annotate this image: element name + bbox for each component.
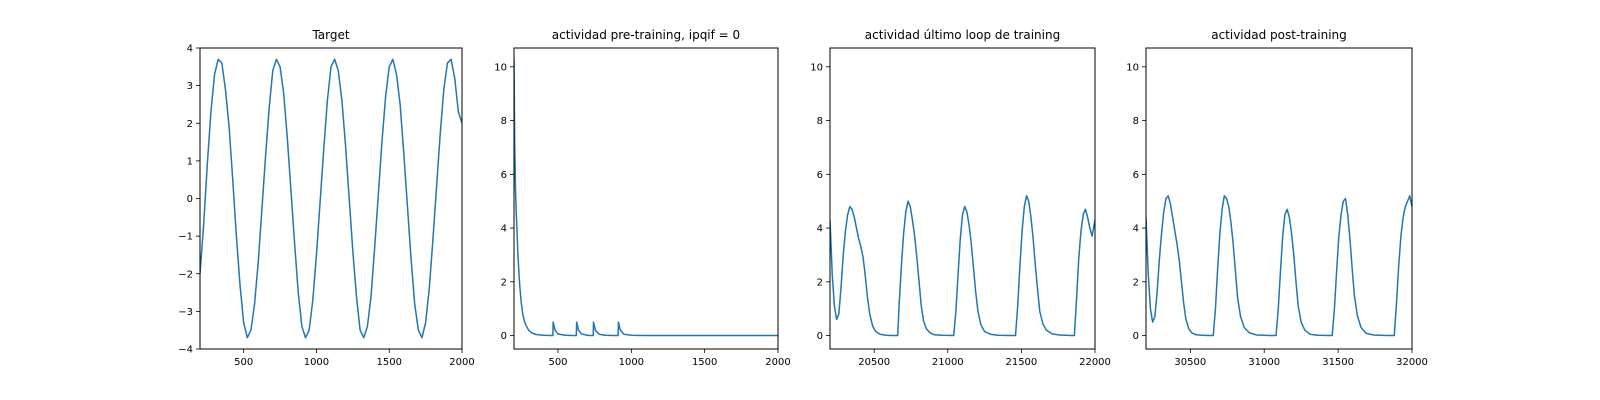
y-tick-label: 6 (817, 170, 823, 181)
x-tick-label: 31500 (1322, 357, 1354, 368)
y-tick-label: 0 (1133, 331, 1139, 342)
y-tick-label: 0 (187, 194, 193, 205)
axes-frame (199, 47, 463, 350)
y-tick-label: 2 (187, 119, 193, 130)
y-tick-label: −4 (178, 345, 193, 356)
y-tick-label: 10 (1126, 62, 1139, 73)
x-tick-label: 2000 (765, 357, 790, 368)
y-tick-label: 6 (1133, 170, 1139, 181)
y-tick-label: 2 (1133, 277, 1139, 288)
y-tick-label: 0 (501, 331, 507, 342)
series-line-1 (200, 58, 462, 339)
y-tick-label: 8 (501, 116, 507, 127)
series-line-1 (830, 195, 1095, 337)
chart-title: Target (311, 28, 349, 42)
subplot-3: 20500 21000 21500 22000 0 2 4 6 8 10 actividad últ… (810, 28, 1111, 368)
y-tick-label: 8 (1133, 116, 1139, 127)
chart-title: actividad post-training (1211, 28, 1347, 42)
y-tick-label: 1 (187, 156, 193, 167)
x-tick-label: 22000 (1079, 357, 1111, 368)
y-tick-label: 6 (501, 170, 507, 181)
x-tick-label: 21000 (932, 357, 964, 368)
y-tick-label: 4 (1133, 224, 1139, 235)
y-tick-label: 10 (494, 62, 507, 73)
axes-frame (513, 47, 779, 350)
y-tick-label: 0 (817, 331, 823, 342)
x-tick-label: 1500 (692, 357, 717, 368)
x-tick-label: 500 (234, 357, 253, 368)
series-line-1 (514, 58, 778, 337)
y-tick-label: 8 (817, 116, 823, 127)
y-tick-label: 10 (810, 62, 823, 73)
x-tick-label: 500 (548, 357, 567, 368)
y-tick-label: −3 (178, 307, 193, 318)
chart-title: actividad último loop de training (865, 28, 1060, 42)
x-tick-label: 1500 (376, 357, 401, 368)
chart-title: actividad pre-training, ipqif = 0 (552, 28, 740, 42)
subplot-2: 500 1000 1500 2000 0 2 4 6 8 10 actividad pre-trai… (494, 28, 790, 368)
y-tick-label: 4 (187, 44, 193, 55)
y-tick-label: 2 (501, 277, 507, 288)
x-tick-label: 21500 (1005, 357, 1037, 368)
subplot-4: 30500 31000 31500 32000 0 2 4 6 8 10 actividad pos… (1126, 28, 1428, 368)
axes-frame (829, 47, 1096, 350)
subplot-1: 500 1000 1500 2000 −4 −3 −2 −1 0 1 2 3 4 Target (178, 28, 474, 368)
y-tick-label: −1 (178, 232, 193, 243)
x-tick-label: 30500 (1174, 357, 1206, 368)
series-line-1 (1146, 195, 1412, 337)
y-tick-label: 4 (817, 224, 823, 235)
y-tick-label: 4 (501, 224, 507, 235)
x-tick-label: 1000 (619, 357, 644, 368)
y-tick-label: 2 (817, 277, 823, 288)
x-tick-label: 32000 (1396, 357, 1428, 368)
x-tick-label: 20500 (858, 357, 890, 368)
y-tick-label: −2 (178, 269, 193, 280)
x-tick-label: 1000 (304, 357, 329, 368)
x-tick-label: 31000 (1248, 357, 1280, 368)
y-tick-label: 3 (187, 81, 193, 92)
x-tick-label: 2000 (449, 357, 474, 368)
axes-frame (1145, 47, 1413, 350)
